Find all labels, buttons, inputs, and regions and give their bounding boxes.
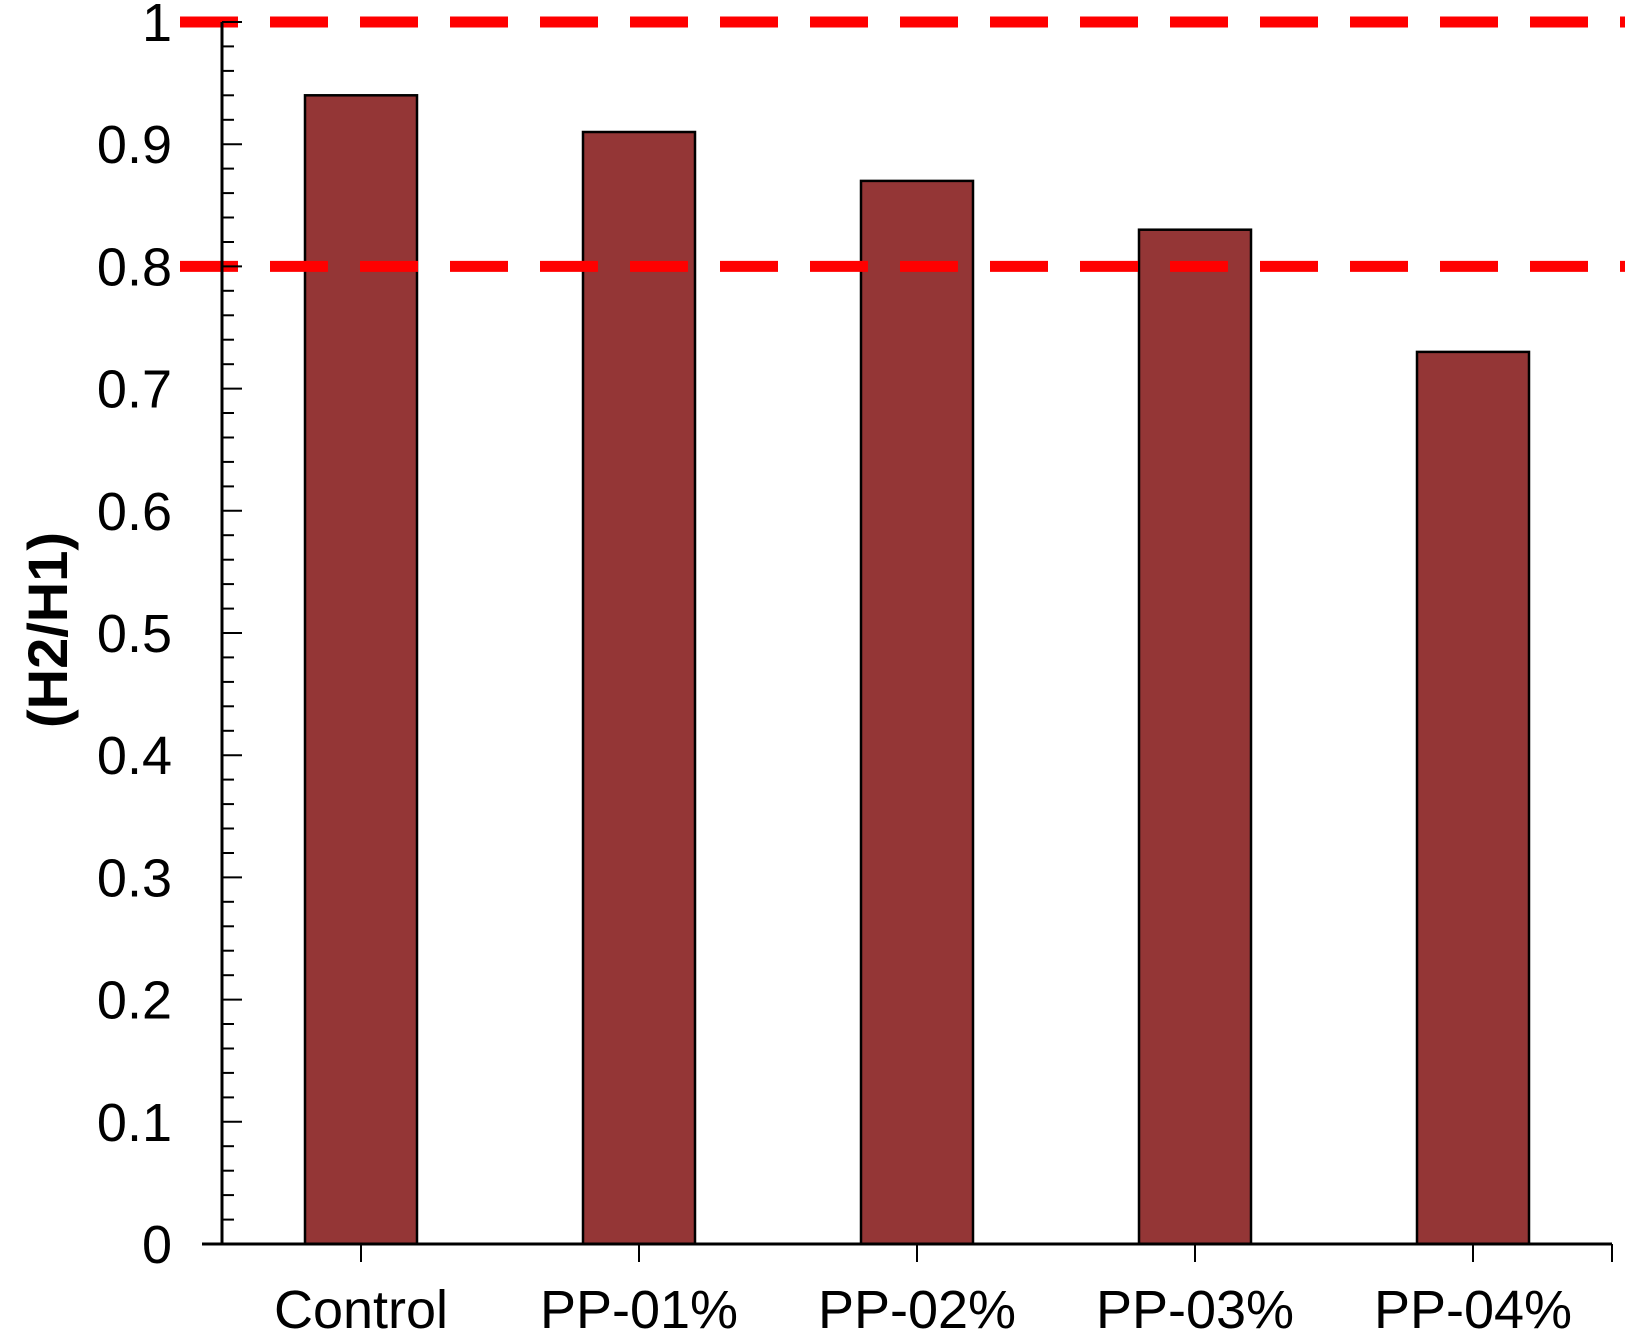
bar-pp-02-: [859, 179, 975, 1246]
y-tick-label: 0.2: [97, 971, 172, 1031]
bar-control: [303, 94, 419, 1246]
y-axis-title: (H2/H1): [16, 532, 79, 728]
x-tick-label: Control: [274, 1280, 448, 1333]
labels-layer: 0 0.1 0.2 0.3 0.4 0.5 0.6 0.7 0.8 0.9 1 Control PP-0…: [97, 0, 1572, 1333]
y-tick-label: 0.9: [97, 115, 172, 175]
bar-pp-03-: [1137, 228, 1253, 1246]
bar-pp-01-: [581, 130, 697, 1246]
y-tick-label: 0.7: [97, 360, 172, 420]
y-tick-label: 0.4: [97, 726, 172, 786]
axes-layer: [202, 21, 1613, 1262]
reference-lines-layer: [180, 16, 1625, 272]
y-tick-label: 0.1: [97, 1093, 172, 1153]
bars-layer: [303, 94, 1531, 1246]
y-tick-label: 0.5: [97, 604, 172, 664]
x-tick-label: PP-04%: [1374, 1280, 1572, 1333]
y-tick-label: 0: [142, 1215, 172, 1275]
y-tick-label: 0.3: [97, 848, 172, 908]
x-tick-label: PP-03%: [1096, 1280, 1294, 1333]
y-tick-label: 0.8: [97, 237, 172, 297]
x-tick-label: PP-02%: [818, 1280, 1016, 1333]
y-tick-label: 0.6: [97, 482, 172, 542]
bar-pp-04-: [1415, 350, 1531, 1246]
y-tick-label: 1: [142, 0, 172, 53]
x-tick-label: PP-01%: [540, 1280, 738, 1333]
